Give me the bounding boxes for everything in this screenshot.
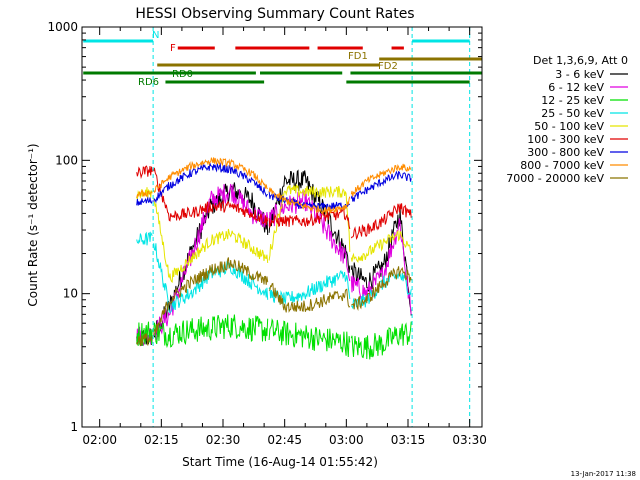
series-line-7-0 [136, 190, 153, 198]
x-tick-label-0: 02:00 [82, 433, 117, 447]
timestamp: 13-Jan-2017 11:38 [571, 470, 636, 478]
y-tick-label-3: 1000 [47, 20, 78, 34]
series-line-4-2 [268, 183, 351, 261]
x-tick-label-5: 03:15 [391, 433, 426, 447]
series-line-8-2 [268, 282, 351, 313]
axes: 1 10 100 1000 02:00 02:15 02:30 02:45 03:00 03:15… [47, 20, 487, 447]
series-line-3-2 [268, 269, 351, 306]
plot-area: NF FD1 FD2 RD0 RD6 [83, 27, 482, 427]
legend-label-6: 300 - 800 keV [527, 146, 604, 159]
legend-title: Det 1,3,6,9, Att 0 [533, 54, 628, 67]
series-line-2-2 [268, 318, 351, 358]
flag-label-fd1: FD1 [348, 51, 368, 62]
series-line-1-2 [268, 189, 351, 282]
series-line-8-1 [153, 257, 269, 337]
legend-label-0: 3 - 6 keV [555, 68, 604, 81]
x-tick-label-3: 02:45 [267, 433, 302, 447]
series-line-7-2 [268, 187, 351, 215]
legend-label-8: 7000 - 20000 keV [506, 172, 604, 185]
legend-label-3: 25 - 50 keV [541, 107, 604, 120]
legend-label-4: 50 - 100 keV [534, 120, 604, 133]
series-line-5-1 [153, 167, 269, 226]
x-axis-label: Start Time (16-Aug-14 01:55:42) [182, 455, 378, 469]
series-line-7-1 [153, 157, 268, 194]
x-tick-label-4: 03:00 [329, 433, 364, 447]
flag-label-fd2: FD2 [378, 61, 398, 72]
flag-label-rd6: RD6 [138, 77, 159, 88]
series-line-6-2 [268, 191, 351, 211]
y-tick-label-1: 10 [63, 287, 78, 301]
series-line-0-3 [350, 208, 412, 316]
series-line-4-3 [350, 229, 412, 264]
series-line-5-2 [268, 206, 351, 230]
series-line-6-1 [153, 162, 269, 204]
series-line-8-0 [136, 333, 153, 347]
series-line-6-0 [136, 196, 153, 206]
y-tick-label-2: 100 [55, 153, 78, 167]
legend-label-1: 6 - 12 keV [548, 81, 604, 94]
flag-label-rd0: RD0 [172, 69, 193, 80]
series-line-3-0 [136, 231, 153, 246]
series-line-2-3 [350, 321, 412, 360]
flag-label-f: F [170, 43, 176, 54]
x-tick-label-6: 03:30 [452, 433, 487, 447]
y-tick-label-0: 1 [70, 420, 78, 434]
series-line-5-3 [350, 203, 412, 240]
series-line-4-1 [153, 197, 269, 284]
series-line-7-3 [350, 163, 412, 197]
flag-label-n: N [152, 30, 159, 41]
legend-label-2: 12 - 25 keV [541, 94, 604, 107]
series-line-6-3 [350, 170, 412, 202]
plot-frame [81, 26, 483, 428]
y-axis-label: Count Rate (s⁻¹ detector⁻¹) [26, 143, 40, 306]
series-line-1-1 [153, 183, 269, 341]
series-line-8-3 [350, 266, 412, 311]
legend-label-5: 100 - 300 keV [527, 133, 604, 146]
legend-label-7: 800 - 7000 keV [520, 159, 604, 172]
series-line-5-0 [136, 165, 153, 180]
x-tick-label-2: 02:30 [206, 433, 241, 447]
chart-title: HESSI Observing Summary Count Rates [135, 6, 414, 22]
series-line-0-2 [268, 169, 351, 273]
series-line-3-3 [351, 270, 412, 310]
series-line-2-1 [153, 314, 269, 349]
x-tick-label-1: 02:15 [144, 433, 179, 447]
